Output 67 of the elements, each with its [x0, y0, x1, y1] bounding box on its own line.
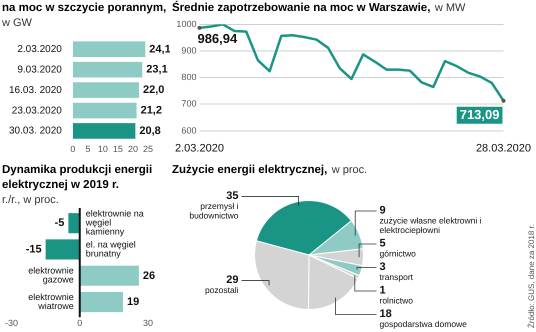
- data-label: 19: [126, 296, 140, 308]
- chart-title: Średnie zapotrzebowanie na moc w Warszawie,: [172, 2, 430, 14]
- data-label: 713,09: [460, 106, 500, 122]
- data-label: 20,8: [139, 125, 161, 138]
- y-tick-label: 800: [181, 72, 196, 82]
- slice-label: transport: [380, 272, 414, 282]
- y-tick-label: elektrownie wiatrowe: [28, 292, 74, 312]
- data-label: 35: [226, 190, 238, 202]
- data-label: 26: [142, 270, 156, 282]
- x-tick-label: -30: [4, 318, 18, 328]
- bar: [72, 41, 146, 58]
- data-label: -5: [54, 217, 64, 230]
- data-label: 3: [380, 261, 386, 274]
- bar: [72, 82, 139, 98]
- y-tick-label: 600: [181, 125, 196, 136]
- slice-label: pozostali: [204, 285, 239, 296]
- chart-title: Zużycie energii elektrycznej,: [172, 164, 328, 176]
- bar: [72, 62, 142, 78]
- bar: [46, 239, 80, 260]
- data-label: 1: [380, 284, 386, 297]
- y-tick-label: 30.03. 2020: [9, 126, 62, 137]
- x-tick-label: 5: [85, 144, 90, 154]
- chart-subtitle: w MW: [434, 2, 466, 14]
- slice-label: górnictwo: [380, 248, 416, 259]
- chart-subtitle: r./r., w proc.: [2, 194, 59, 206]
- y-tick-label: 900: [181, 45, 196, 56]
- data-label: -15: [26, 243, 42, 256]
- x-tick-label: 0: [70, 144, 76, 154]
- x-tick-label: 10: [98, 144, 108, 154]
- chart-title: na moc w szczycie porannym,: [2, 2, 166, 14]
- slice-label: przemysł i budownictwo: [189, 201, 239, 221]
- x-tick-label: 30: [142, 318, 154, 328]
- bar: [80, 292, 123, 312]
- chart-title: Dynamika produkcji energii elektrycznej w 2019 r.: [2, 164, 152, 191]
- slice-label: rolnictwo: [380, 296, 414, 306]
- x-tick-label: 15: [112, 144, 123, 154]
- data-label: 24,1: [149, 43, 171, 56]
- y-tick-label: 700: [181, 98, 196, 109]
- data-label: 986,94: [197, 30, 238, 46]
- y-tick-label: el. na węgiel brunatny: [86, 239, 136, 258]
- data-label: 18: [380, 308, 392, 320]
- x-tick-label: 0: [77, 318, 82, 328]
- text: Źródło: GUS, dane za 2018 r.: [527, 224, 536, 328]
- x-tick-label: 20: [128, 144, 138, 154]
- y-tick-label: 2.03.2020: [17, 44, 62, 55]
- bar: [72, 123, 136, 139]
- bar: [72, 102, 137, 118]
- slice-label: zużycie własne elektrowni i elektrociepłowni: [380, 216, 482, 236]
- chart-subtitle: w proc.: [332, 164, 368, 176]
- data-label: 9: [380, 204, 386, 217]
- data-label: 22,0: [142, 84, 164, 96]
- chart-subtitle: w GW: [2, 17, 32, 29]
- data-label: 23,1: [146, 64, 168, 76]
- x-tick-label: 28.03.2020: [476, 142, 532, 154]
- x-tick-label: 25: [142, 144, 154, 154]
- y-tick-label: 16.03. 2020: [9, 84, 62, 96]
- bar: [68, 213, 80, 234]
- y-tick-label: 1000: [176, 18, 196, 29]
- y-tick-label: 23.03.2020: [12, 105, 62, 116]
- y-tick-label: 9.03.2020: [17, 64, 62, 76]
- bar: [80, 266, 139, 286]
- slice-label: gospodarstwa domowe: [380, 319, 468, 330]
- data-label: 21,2: [140, 104, 162, 117]
- y-tick-label: elektrownie gazowe: [28, 266, 74, 285]
- y-tick-label: elektrownie na węgiel kamienny: [84, 208, 144, 237]
- data-label: 5: [380, 238, 386, 250]
- data-label: 29: [226, 274, 238, 286]
